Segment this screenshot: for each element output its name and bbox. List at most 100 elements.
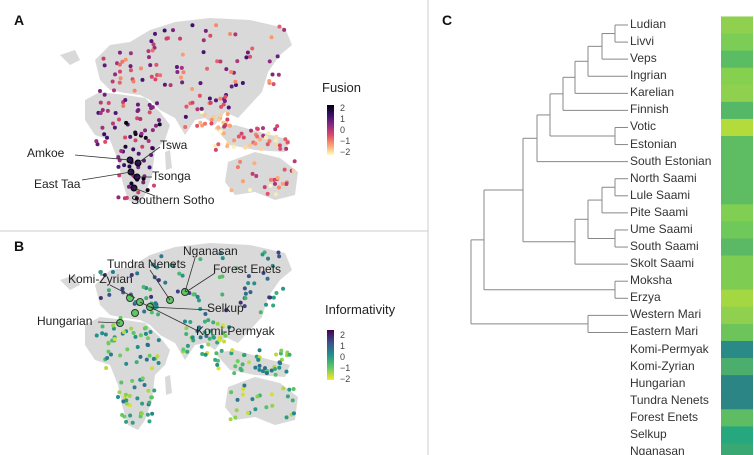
- tick: 2: [340, 330, 346, 340]
- language-point: [267, 139, 272, 144]
- leaf-label: Estonian: [630, 136, 677, 151]
- language-point: [142, 383, 147, 388]
- language-point: [268, 177, 273, 182]
- language-point: [144, 296, 149, 301]
- language-point: [257, 348, 262, 353]
- tick: −2: [340, 374, 351, 384]
- leader-line: [185, 272, 216, 293]
- language-point: [214, 23, 219, 28]
- dendrogram: [470, 24, 628, 333]
- language-point: [157, 118, 162, 123]
- language-point: [244, 55, 249, 60]
- language-point: [185, 349, 190, 354]
- language-point: [280, 181, 285, 186]
- language-point: [156, 361, 161, 366]
- language-point: [235, 397, 240, 402]
- language-point: [255, 394, 260, 399]
- language-point: [148, 287, 153, 292]
- leader-line: [81, 171, 132, 181]
- language-point: [272, 367, 277, 372]
- language-point: [275, 124, 280, 129]
- language-point: [218, 251, 223, 256]
- language-point: [242, 352, 247, 357]
- language-point: [143, 331, 148, 336]
- language-point: [191, 338, 196, 343]
- heat-cell: [721, 16, 753, 35]
- language-point: [202, 330, 207, 335]
- leaf-label: Lule Saami: [630, 187, 691, 202]
- language-point: [197, 325, 202, 330]
- language-point: [129, 273, 134, 278]
- language-point: [135, 271, 140, 276]
- language-point: [118, 353, 123, 358]
- language-point: [291, 386, 296, 391]
- language-point: [190, 100, 195, 105]
- leaf-label: North Saami: [630, 170, 697, 185]
- language-point: [102, 92, 107, 97]
- language-point: [148, 329, 153, 334]
- language-point: [129, 326, 134, 331]
- language-point: [223, 94, 228, 99]
- language-point: [235, 165, 240, 170]
- language-point: [283, 137, 288, 142]
- language-point: [110, 269, 115, 274]
- annotation-nganasan: Nganasan: [183, 244, 238, 258]
- heat-cell: [721, 443, 753, 455]
- language-point: [100, 324, 105, 329]
- leaf-label: Erzya: [630, 290, 661, 305]
- language-point: [178, 36, 183, 41]
- language-point: [233, 79, 238, 84]
- language-point: [124, 361, 129, 366]
- heat-cell: [721, 204, 753, 222]
- language-point: [285, 394, 290, 399]
- leaf-label: Nganasan: [630, 444, 685, 455]
- language-point: [141, 285, 146, 290]
- language-point: [111, 326, 116, 331]
- language-point: [205, 66, 210, 71]
- language-point: [131, 330, 136, 335]
- language-point: [203, 352, 208, 357]
- language-point: [168, 83, 173, 88]
- language-point: [229, 390, 234, 395]
- leaf-label: Hungarian: [630, 375, 686, 390]
- language-point: [282, 167, 287, 172]
- language-point: [220, 323, 225, 328]
- language-point: [203, 312, 208, 317]
- language-point: [202, 112, 207, 117]
- leaf-label: Pite Saami: [630, 204, 689, 219]
- heat-cell: [721, 375, 753, 393]
- language-point: [108, 352, 113, 357]
- language-point: [261, 270, 266, 275]
- language-point: [141, 180, 146, 185]
- language-point: [279, 348, 284, 353]
- leaf-label: Selkup: [630, 426, 667, 441]
- language-point: [260, 369, 265, 374]
- language-point: [140, 77, 145, 82]
- language-point: [120, 286, 125, 291]
- language-point: [265, 191, 270, 196]
- language-point: [227, 325, 232, 330]
- language-point: [257, 367, 262, 372]
- language-point: [117, 62, 122, 67]
- leaf-label: Ingrian: [630, 68, 667, 83]
- language-point: [117, 80, 122, 85]
- heat-cell: [721, 238, 753, 257]
- language-point: [211, 320, 216, 325]
- language-point: [111, 88, 116, 93]
- language-point: [274, 291, 279, 296]
- language-point: [162, 82, 167, 87]
- language-point: [159, 254, 164, 259]
- language-point: [222, 339, 227, 344]
- language-point: [202, 319, 207, 324]
- language-point: [138, 354, 143, 359]
- leaf-label: Western Mari: [630, 307, 702, 322]
- heat-cell: [721, 50, 753, 69]
- language-point: [218, 59, 223, 64]
- language-point: [124, 419, 129, 424]
- language-point: [260, 126, 265, 131]
- leader-line: [74, 154, 131, 161]
- language-point: [149, 106, 154, 111]
- tick: −1: [340, 136, 351, 146]
- language-point: [229, 188, 234, 193]
- language-point: [147, 353, 152, 358]
